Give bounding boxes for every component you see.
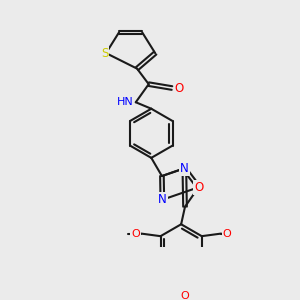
Text: N: N: [180, 162, 189, 175]
Text: N: N: [158, 193, 167, 206]
Text: O: O: [175, 82, 184, 94]
Text: S: S: [101, 46, 108, 60]
Text: O: O: [222, 229, 231, 238]
Text: O: O: [194, 181, 203, 194]
Text: O: O: [131, 229, 140, 238]
Text: O: O: [181, 291, 189, 300]
Text: HN: HN: [116, 97, 133, 107]
